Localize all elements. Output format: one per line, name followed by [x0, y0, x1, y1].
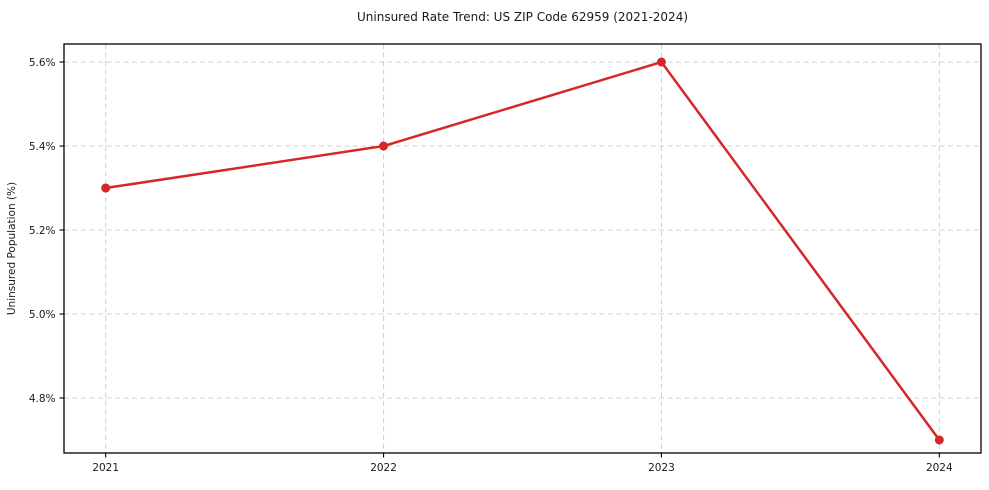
x-tick-label: 2024: [926, 462, 953, 474]
data-point-2024: [934, 435, 944, 445]
x-tick-label: 2023: [648, 462, 675, 474]
y-tick-label: 5.6%: [29, 57, 56, 69]
data-point-2022: [379, 141, 389, 151]
y-tick-label: 5.4%: [29, 141, 56, 153]
chart-title: Uninsured Rate Trend: US ZIP Code 62959 …: [357, 10, 688, 24]
trend-line: [104, 60, 941, 442]
data-point-2023: [656, 57, 666, 67]
y-tick-label: 5.2%: [29, 225, 56, 237]
x-tick-label: 2022: [370, 462, 397, 474]
x-tick-label: 2021: [92, 462, 119, 474]
plot-border: [63, 43, 982, 454]
y-tick-label: 5.0%: [29, 309, 56, 321]
data-point-2021: [101, 183, 111, 193]
y-axis-label: Uninsured Population (%): [6, 182, 18, 315]
plot-area: 4.8% 5.0% 5.2% 5.4% 5.6% 2021 2022 2023 2024: [29, 43, 982, 474]
y-tick-label: 4.8%: [29, 393, 56, 405]
